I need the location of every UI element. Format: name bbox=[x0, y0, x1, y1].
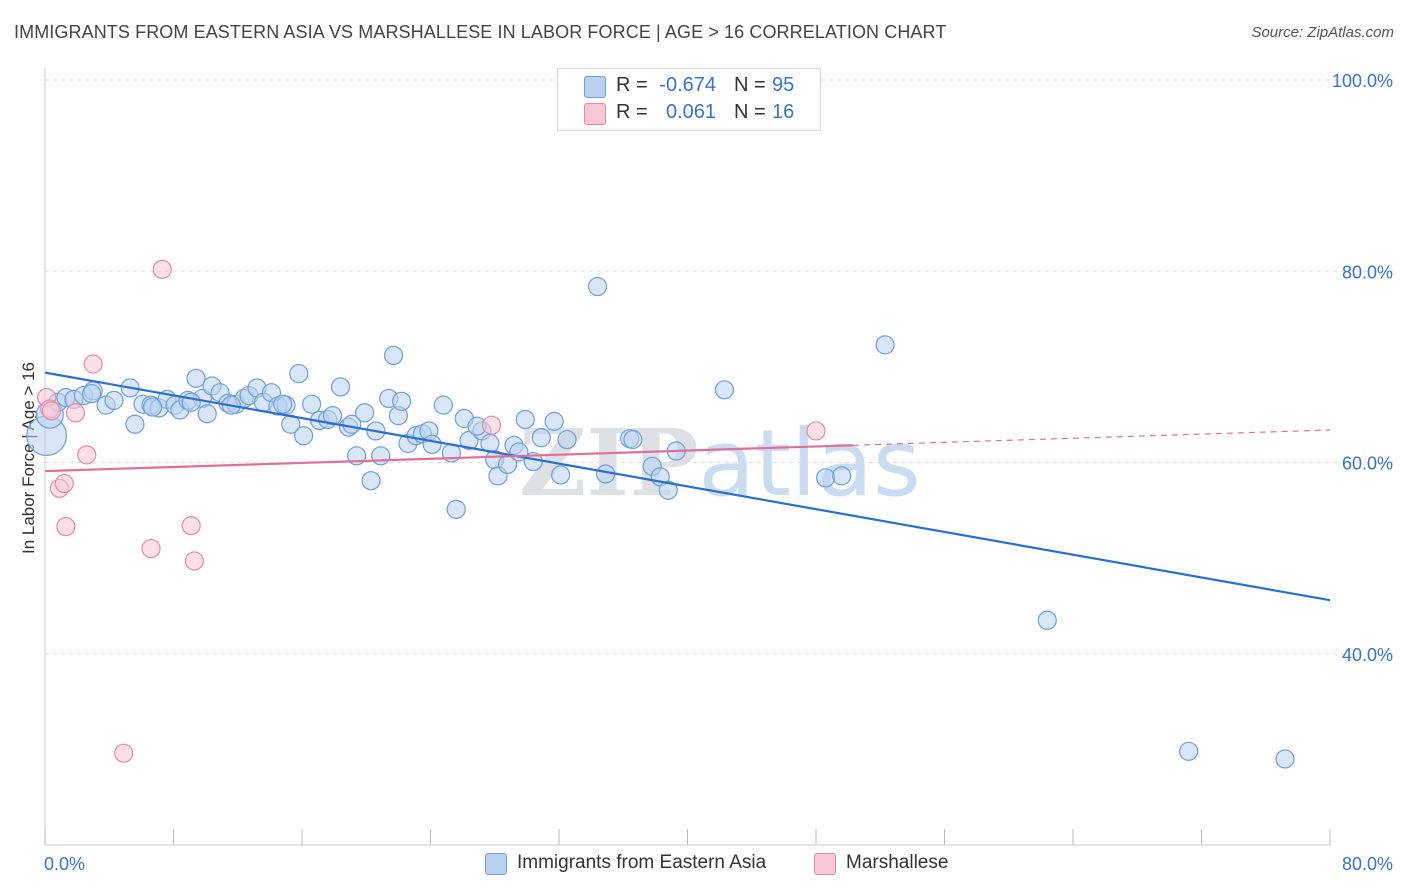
eastern-asia-point bbox=[181, 392, 201, 412]
r-label: R = bbox=[616, 74, 648, 96]
eastern-asia-point bbox=[587, 276, 608, 297]
eastern-asia-point bbox=[361, 471, 381, 491]
pink-legend-swatch bbox=[814, 853, 836, 875]
eastern-asia-point bbox=[330, 377, 351, 397]
stats-legend-row-blue: R = -0.674 N = 95 bbox=[558, 73, 820, 99]
y-tick-label: 100.0% bbox=[1332, 71, 1393, 91]
y-tick-label: 80.0% bbox=[1342, 262, 1393, 282]
eastern-asia-point bbox=[104, 390, 124, 410]
marshallese-point bbox=[83, 354, 103, 374]
blue-legend-swatch bbox=[485, 853, 507, 875]
chart-title: IMMIGRANTS FROM EASTERN ASIA VS MARSHALL… bbox=[14, 22, 947, 42]
eastern-asia-point bbox=[289, 363, 309, 384]
marshallese-point bbox=[56, 516, 76, 537]
r-value: -0.674 bbox=[659, 74, 716, 96]
eastern-asia-point bbox=[186, 368, 206, 388]
eastern-asia-point bbox=[273, 394, 293, 414]
eastern-asia-point bbox=[544, 411, 564, 431]
n-label: N = bbox=[734, 101, 766, 123]
eastern-asia-point bbox=[551, 465, 571, 485]
eastern-asia-point bbox=[1179, 741, 1199, 761]
eastern-asia-point bbox=[557, 429, 577, 450]
eastern-asia-point bbox=[875, 335, 895, 355]
stats-legend-row-pink: R = 0.061 N = 16 bbox=[558, 100, 820, 126]
watermark: ZIPatlas bbox=[519, 409, 921, 517]
eastern-asia-point bbox=[816, 468, 836, 488]
x-tick-label: 0.0% bbox=[44, 854, 85, 874]
eastern-asia-point bbox=[658, 480, 678, 500]
n-value: 95 bbox=[772, 74, 795, 96]
eastern-asia-point bbox=[383, 345, 404, 365]
r-value: 0.061 bbox=[665, 101, 716, 123]
marshallese-point bbox=[181, 516, 201, 536]
eastern-asia-point bbox=[391, 391, 412, 411]
eastern-asia-point bbox=[446, 499, 466, 519]
eastern-asia-point bbox=[81, 384, 102, 404]
marshallese-point bbox=[806, 421, 826, 441]
marshallese-point bbox=[184, 551, 204, 571]
eastern-asia-point bbox=[832, 466, 852, 486]
eastern-asia-point bbox=[302, 394, 322, 414]
eastern-asia-point bbox=[433, 395, 453, 415]
pink-swatch bbox=[584, 103, 606, 125]
eastern-asia-point bbox=[355, 403, 375, 423]
marshallese-point bbox=[152, 259, 172, 279]
marshallese-point bbox=[141, 538, 161, 559]
eastern-asia-point bbox=[531, 428, 551, 448]
eastern-asia-point bbox=[714, 380, 735, 400]
eastern-asia-point bbox=[459, 430, 479, 451]
eastern-asia-point bbox=[125, 414, 145, 434]
marshallese-point bbox=[77, 445, 97, 465]
source-label: Source: ZipAtlas.com bbox=[1251, 24, 1394, 41]
n-value: 16 bbox=[772, 101, 795, 123]
eastern-asia-point bbox=[143, 397, 163, 417]
legend-label: Marshallese bbox=[846, 852, 949, 873]
marshallese-point bbox=[114, 743, 134, 763]
eastern-asia-point bbox=[623, 429, 643, 450]
eastern-asia-point bbox=[422, 434, 442, 454]
eastern-asia-point bbox=[1037, 610, 1057, 630]
stats-legend: R = -0.674 N = 95 R = 0.061 N = 16 bbox=[557, 68, 821, 131]
eastern-asia-trendline bbox=[44, 371, 1331, 602]
eastern-asia-point bbox=[197, 404, 217, 424]
marshallese-trendline-extension bbox=[852, 429, 1331, 446]
eastern-asia-point bbox=[294, 426, 314, 446]
eastern-asia-point bbox=[515, 409, 535, 430]
blue-swatch bbox=[584, 76, 606, 98]
eastern-asia-point bbox=[1275, 749, 1295, 769]
r-label: R = bbox=[616, 101, 648, 123]
marshallese-trendline bbox=[44, 444, 853, 473]
marshallese-point bbox=[481, 415, 502, 435]
y-tick-label: 60.0% bbox=[1342, 454, 1393, 474]
y-axis-label: In Labor Force | Age > 16 bbox=[19, 362, 38, 554]
y-tick-label: 40.0% bbox=[1342, 645, 1393, 665]
n-label: N = bbox=[734, 74, 766, 96]
eastern-asia-point bbox=[371, 446, 391, 466]
marshallese-point bbox=[65, 403, 86, 423]
x-tick-label: 80.0% bbox=[1342, 854, 1393, 874]
legend-label: Immigrants from Eastern Asia bbox=[517, 852, 767, 873]
marshallese-point bbox=[54, 473, 74, 494]
marshallese-point bbox=[41, 401, 62, 421]
